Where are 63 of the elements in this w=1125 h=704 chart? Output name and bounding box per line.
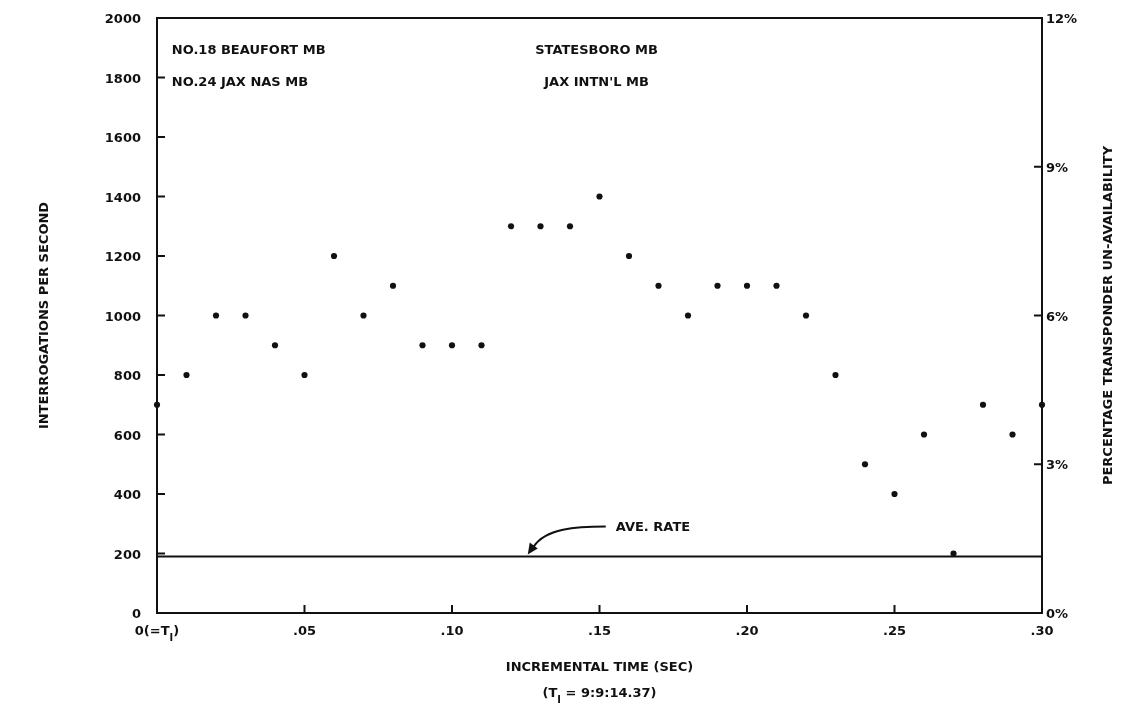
point <box>979 401 987 408</box>
y2-tick-label: 6% <box>1046 308 1069 324</box>
y-tick-label: 1000 <box>104 308 141 324</box>
y2-tick-label: 0% <box>1046 606 1069 621</box>
point <box>448 342 456 349</box>
point <box>1009 431 1016 438</box>
point <box>183 371 190 379</box>
point <box>802 312 810 319</box>
point <box>832 371 839 379</box>
point <box>743 282 751 289</box>
point <box>507 223 515 230</box>
y-axis-title: INTERROGATIONS PER SECOND <box>36 201 51 430</box>
annotation: JAX INTN'L MB <box>543 74 649 90</box>
y2-tick-label: 3% <box>1046 457 1069 473</box>
y-tick-label: 800 <box>113 368 141 383</box>
point <box>714 282 721 289</box>
point <box>212 312 220 319</box>
y-tick-label: 400 <box>113 487 141 502</box>
y-tick-label: 1400 <box>104 189 141 205</box>
y-tick-label: 1800 <box>104 70 141 86</box>
y2-tick-label: 12% <box>1046 11 1078 26</box>
point <box>301 371 308 379</box>
y-tick-label: 1200 <box>104 249 141 264</box>
y2-axis-title: PERCENTAGE TRANSPONDER UN-AVAILABILITY <box>1100 145 1115 486</box>
point <box>242 312 249 319</box>
point <box>537 223 544 230</box>
x-tick-label: .30 <box>1030 623 1054 638</box>
text: (T$_{I}$ = 9:9:14.37) <box>542 685 657 704</box>
ref-line-label: AVE. RATE <box>615 519 691 535</box>
x-tick-label: .05 <box>292 623 317 638</box>
point <box>625 252 633 260</box>
point <box>153 401 161 408</box>
y2-tick-label: 9% <box>1046 159 1069 175</box>
annotation: STATESBORO MB <box>535 41 658 57</box>
y-tick-label: 2000 <box>104 11 141 26</box>
point <box>891 490 898 498</box>
point <box>566 223 574 230</box>
point <box>684 312 692 319</box>
x-tick-label: .25 <box>882 623 907 638</box>
x-axis-title: INCREMENTAL TIME (SEC) <box>505 659 694 674</box>
x-tick-label: .15 <box>587 623 612 638</box>
point <box>1038 401 1046 408</box>
y-tick-label: 200 <box>113 546 141 562</box>
point <box>596 193 603 200</box>
x-tick-label: .20 <box>735 623 759 638</box>
y-tick-label: 0 <box>131 606 141 621</box>
x-tick-label: 0(=T$_{I}$) <box>134 623 180 643</box>
point <box>861 461 869 468</box>
y-tick-label: 600 <box>113 427 141 443</box>
y-tick-label: 1600 <box>104 130 141 145</box>
point <box>360 312 367 319</box>
point <box>330 252 338 260</box>
point <box>419 342 426 349</box>
point <box>773 282 780 289</box>
point <box>389 282 397 289</box>
point <box>950 550 957 557</box>
annotation: NO.18 BEAUFORT MB <box>171 41 326 57</box>
point <box>655 282 662 289</box>
point <box>920 431 928 438</box>
x-tick-label: .10 <box>440 623 464 638</box>
annotation: NO.24 JAX NAS MB <box>171 74 309 90</box>
point <box>478 342 485 349</box>
point <box>271 342 279 349</box>
